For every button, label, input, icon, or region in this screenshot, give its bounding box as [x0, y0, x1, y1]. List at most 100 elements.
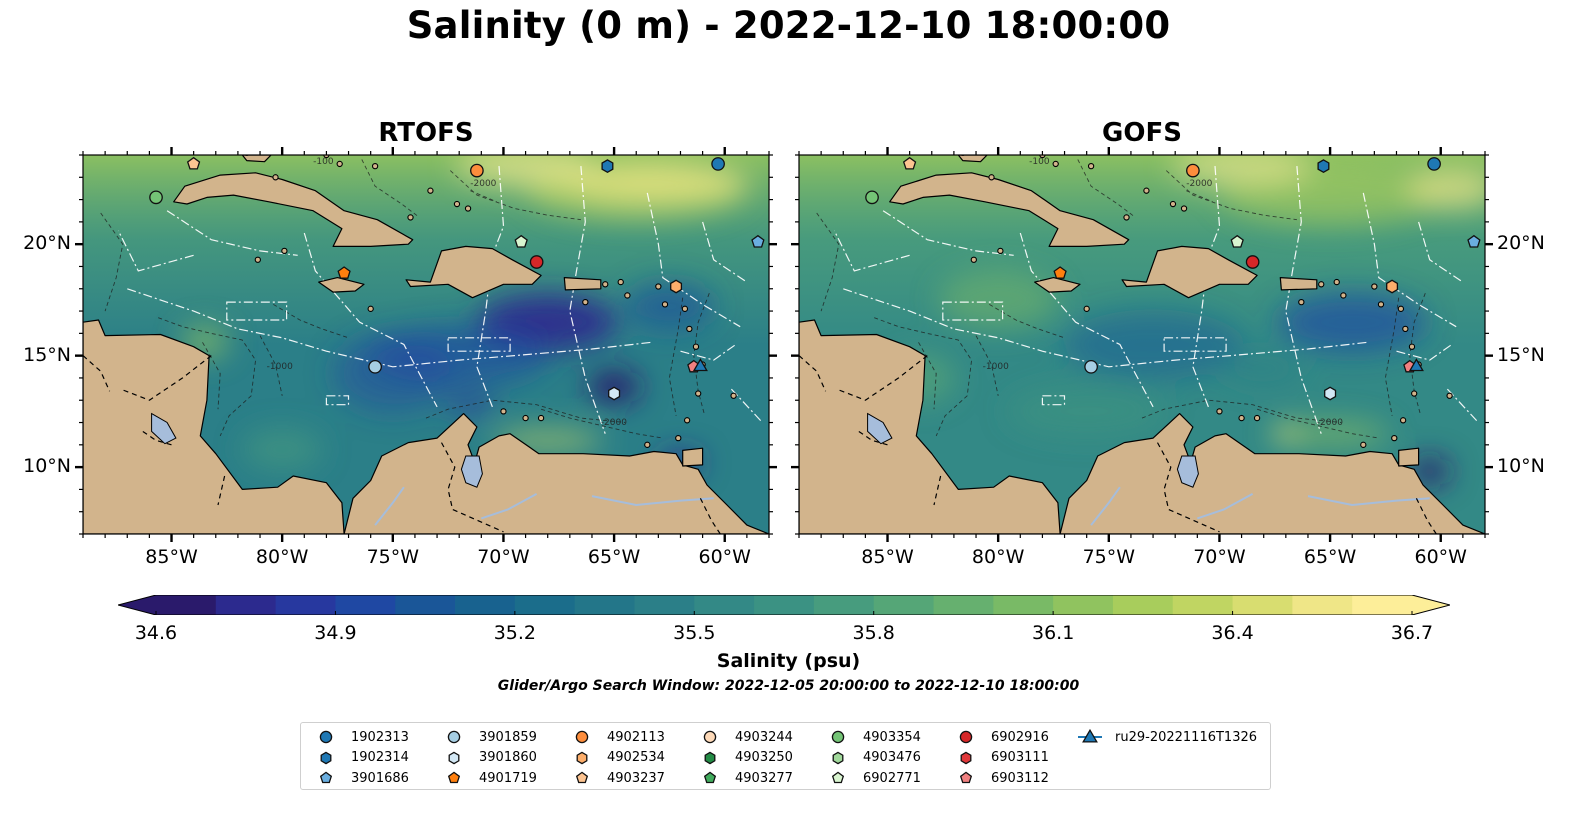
lat-tick-label-left: 10°N	[23, 455, 71, 478]
platform-marker-3901686	[1467, 234, 1481, 248]
legend-marker	[832, 751, 844, 764]
bathymetry-contour	[425, 399, 626, 423]
lon-tick-label: 80°W	[255, 546, 309, 568]
colorbar-extend-low	[118, 595, 156, 615]
legend-marker	[703, 730, 717, 744]
legend-entry-4903237: 4903237	[569, 768, 665, 788]
legend-label: 6902916	[991, 729, 1049, 745]
small-island	[1340, 292, 1347, 299]
legend-label: 3901860	[479, 750, 537, 765]
bathymetry-label: -100	[313, 157, 334, 167]
small-island	[730, 392, 737, 399]
small-island	[1087, 162, 1095, 170]
bathymetry-contour	[975, 335, 999, 396]
legend-marker	[1078, 728, 1102, 743]
florida-keys	[241, 155, 272, 163]
colorbar-swatch	[1172, 595, 1234, 615]
legend-triangle	[1082, 728, 1098, 743]
colorbar-swatch	[335, 595, 396, 615]
legend-shape	[960, 751, 972, 764]
small-island	[1399, 417, 1407, 424]
bathymetry-contour	[1256, 408, 1379, 439]
eez-boundary	[680, 344, 737, 361]
bathymetry-contour	[158, 317, 257, 437]
legend-shape	[831, 771, 845, 784]
platform-marker-1902314	[1317, 159, 1330, 174]
small-island	[695, 390, 702, 397]
lake-nicaragua	[151, 412, 177, 445]
eez-boundary	[942, 301, 1004, 321]
hispaniola-island	[1121, 245, 1258, 299]
river	[1196, 493, 1254, 520]
jamaica-island	[318, 276, 365, 293]
legend-label: 4903476	[863, 750, 921, 765]
central-america-landmass	[799, 319, 1061, 534]
country-border	[83, 355, 111, 392]
legend-label: 4902113	[607, 729, 665, 745]
eez-boundary	[303, 232, 438, 408]
small-island	[644, 441, 651, 448]
bathymetry-label: -2000	[1186, 179, 1212, 189]
small-island	[254, 256, 261, 263]
legend-entry-6903112: 6903112	[953, 768, 1049, 788]
colorbar-swatch	[1232, 595, 1293, 615]
eez-boundary	[882, 210, 1014, 256]
legend-entry-1902313: 1902313	[313, 727, 409, 747]
legend-entry-4903244: 4903244	[697, 727, 793, 747]
country-border	[217, 475, 226, 506]
small-island	[1411, 390, 1418, 397]
small-island	[624, 292, 631, 299]
lon-tick-label: 75°W	[1082, 546, 1136, 568]
legend-label: 4901719	[479, 770, 537, 786]
panel-title-rtofs: RTOFS	[378, 118, 474, 148]
small-island	[407, 214, 414, 221]
legend-label: 6903112	[991, 770, 1049, 786]
small-island	[997, 247, 1004, 255]
river	[1090, 486, 1121, 526]
platform-marker-3901686	[751, 234, 765, 248]
eez-boundary	[1446, 388, 1479, 423]
small-island	[1052, 160, 1059, 168]
lat-tick-label-left: 15°N	[23, 343, 71, 366]
map-frame	[798, 154, 1486, 535]
small-island	[686, 325, 693, 333]
legend-entry-4903250: 4903250	[697, 748, 793, 768]
legend-marker	[831, 771, 845, 784]
small-island	[1216, 408, 1223, 415]
platform-marker-4902113	[1186, 163, 1200, 178]
legend-shape	[447, 771, 461, 784]
map-rtofs: -1000 -2000 -2000 -100	[75, 147, 777, 542]
country-border	[120, 355, 212, 401]
puerto-rico-island	[563, 276, 602, 291]
colorbar-swatch	[933, 595, 994, 615]
eez-boundary	[1418, 221, 1464, 283]
south-america-landmass	[1059, 413, 1485, 534]
legend-shape	[959, 730, 973, 744]
platform-marker-4901719	[337, 266, 351, 279]
legend-label: 4903237	[607, 770, 665, 786]
lake-nicaragua	[867, 412, 893, 445]
legend-marker	[319, 730, 333, 744]
small-island	[1333, 278, 1340, 286]
legend-label: 4903354	[863, 729, 921, 745]
legend-entry-4901719: 4901719	[441, 768, 537, 788]
small-island	[1169, 200, 1177, 208]
legend-label: 1902313	[351, 729, 409, 745]
small-island	[522, 414, 529, 422]
cuba-island	[173, 172, 414, 248]
small-island	[1377, 301, 1385, 308]
jamaica-island	[1034, 276, 1081, 293]
platform-marker-4903237	[186, 156, 201, 170]
small-island	[1083, 305, 1090, 312]
lon-tick-label: 75°W	[366, 546, 420, 568]
eez-boundary	[1163, 337, 1227, 352]
small-island	[1408, 343, 1416, 350]
small-island	[661, 301, 669, 308]
small-island	[1123, 214, 1130, 221]
colorbar-swatch	[156, 595, 217, 615]
lon-tick-label: 60°W	[1414, 546, 1467, 568]
country-border	[836, 355, 928, 401]
platform-marker-4901719	[1053, 266, 1067, 279]
colorbar-swatch	[993, 595, 1054, 615]
platform-marker-1902313	[711, 157, 725, 171]
